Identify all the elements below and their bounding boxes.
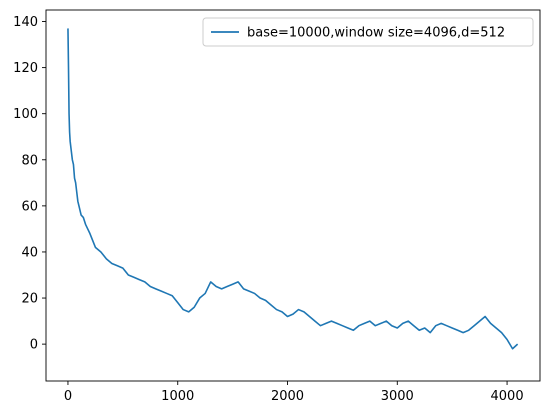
y-axis: 0 20 40 60 80 100 120 140: [13, 15, 46, 353]
legend-label: base=10000,window size=4096,d=512: [247, 26, 505, 41]
y-tick-label: 100: [13, 107, 38, 122]
x-tick-label: 1000: [161, 389, 194, 404]
plot-area: [45, 9, 541, 382]
y-tick-label: 20: [21, 292, 38, 307]
x-tick-label: 0: [64, 389, 72, 404]
y-tick-label: 140: [13, 15, 38, 30]
x-tick-label: 3000: [381, 389, 414, 404]
y-tick-label: 0: [30, 338, 38, 353]
x-axis: 0 1000 2000 3000 4000: [64, 381, 524, 404]
y-tick-label: 80: [21, 153, 38, 168]
series-line-0: [67, 28, 519, 350]
y-tick-label: 40: [21, 245, 38, 260]
x-tick-label: 4000: [491, 389, 524, 404]
axes-frame: [45, 9, 541, 382]
legend-box: [202, 17, 534, 47]
x-tick-label: 2000: [271, 389, 304, 404]
legend: base=10000,window size=4096,d=512: [202, 17, 534, 47]
y-tick-label: 120: [13, 61, 38, 76]
y-tick-label: 60: [21, 199, 38, 214]
